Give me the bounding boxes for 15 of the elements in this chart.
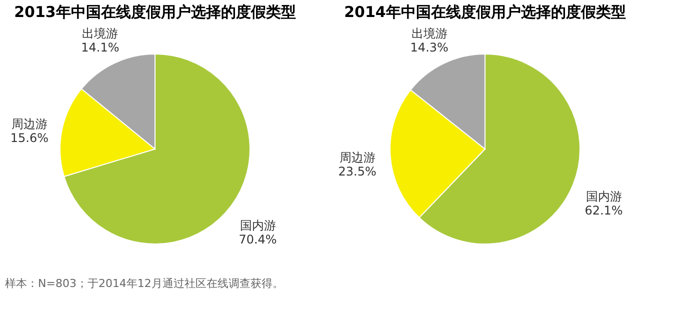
slice-label: 国内游 <box>240 218 276 232</box>
data-label: 14.1% <box>81 40 120 54</box>
data-label: 14.3% <box>410 40 448 55</box>
chart-title: 2014年中国在线度假用户选择的度假类型 <box>344 3 626 21</box>
text: 样本：N=803；于2014年12月通过社区在线调查获得。 <box>5 277 284 290</box>
slice-label: 周边游 <box>11 117 48 132</box>
data-label: 62.1% <box>584 204 623 218</box>
slice-label: 国内游 <box>586 190 622 204</box>
chart-title: 2013年中国在线度假用户选择的度假类型 <box>14 3 296 21</box>
slice-label: 周边游 <box>339 150 376 165</box>
data-label: 23.5% <box>338 164 376 179</box>
slice-label: 出境游 <box>82 26 118 40</box>
data-label: 70.4% <box>238 232 277 246</box>
data-label: 15.6% <box>10 131 49 146</box>
slice-label: 出境游 <box>411 26 448 41</box>
